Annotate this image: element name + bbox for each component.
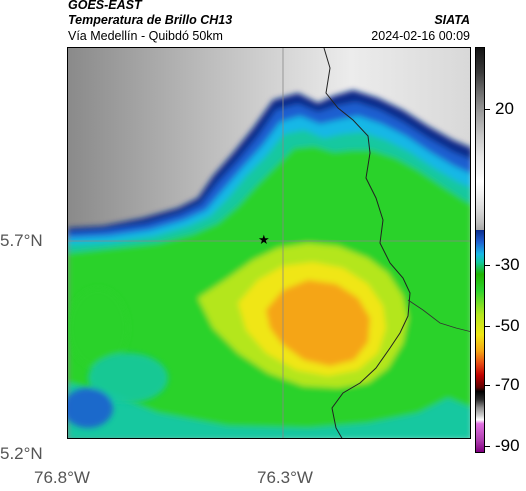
colorbar-label: -30: [495, 255, 520, 274]
orange-core: [266, 280, 370, 366]
colorbar-tick: [484, 109, 490, 110]
star-icon: ★: [258, 232, 270, 247]
lat-tick-label: 5.7°N: [0, 231, 43, 250]
title-product: Temperatura de Brillo CH13: [68, 13, 233, 27]
colorbar-label: -70: [495, 375, 520, 394]
country-border: [323, 48, 411, 438]
colorbar-tick: [484, 385, 490, 386]
colorbar-label: -90: [495, 436, 520, 455]
satellite-map[interactable]: ★: [67, 47, 471, 439]
river-line: [407, 299, 470, 332]
colorbar-label: -50: [495, 316, 520, 335]
route-subtitle: Vía Medellín - Quibdó 50km: [68, 29, 223, 43]
colorbar-tick: [484, 265, 490, 266]
organization-label: SIATA: [434, 13, 470, 27]
colorbar-tick: [484, 446, 490, 447]
timestamp: 2024-02-16 00:09: [371, 29, 470, 43]
title-satellite: GOES-EAST: [68, 0, 142, 12]
lon-tick-label: 76.3°W: [257, 468, 313, 487]
colorbar: [475, 47, 485, 453]
lon-tick-label: 76.8°W: [34, 468, 90, 487]
lat-tick-label: 5.2°N: [0, 444, 43, 463]
colorbar-label: 20: [495, 99, 514, 118]
colorbar-tick: [484, 326, 490, 327]
map-image: [68, 48, 470, 438]
